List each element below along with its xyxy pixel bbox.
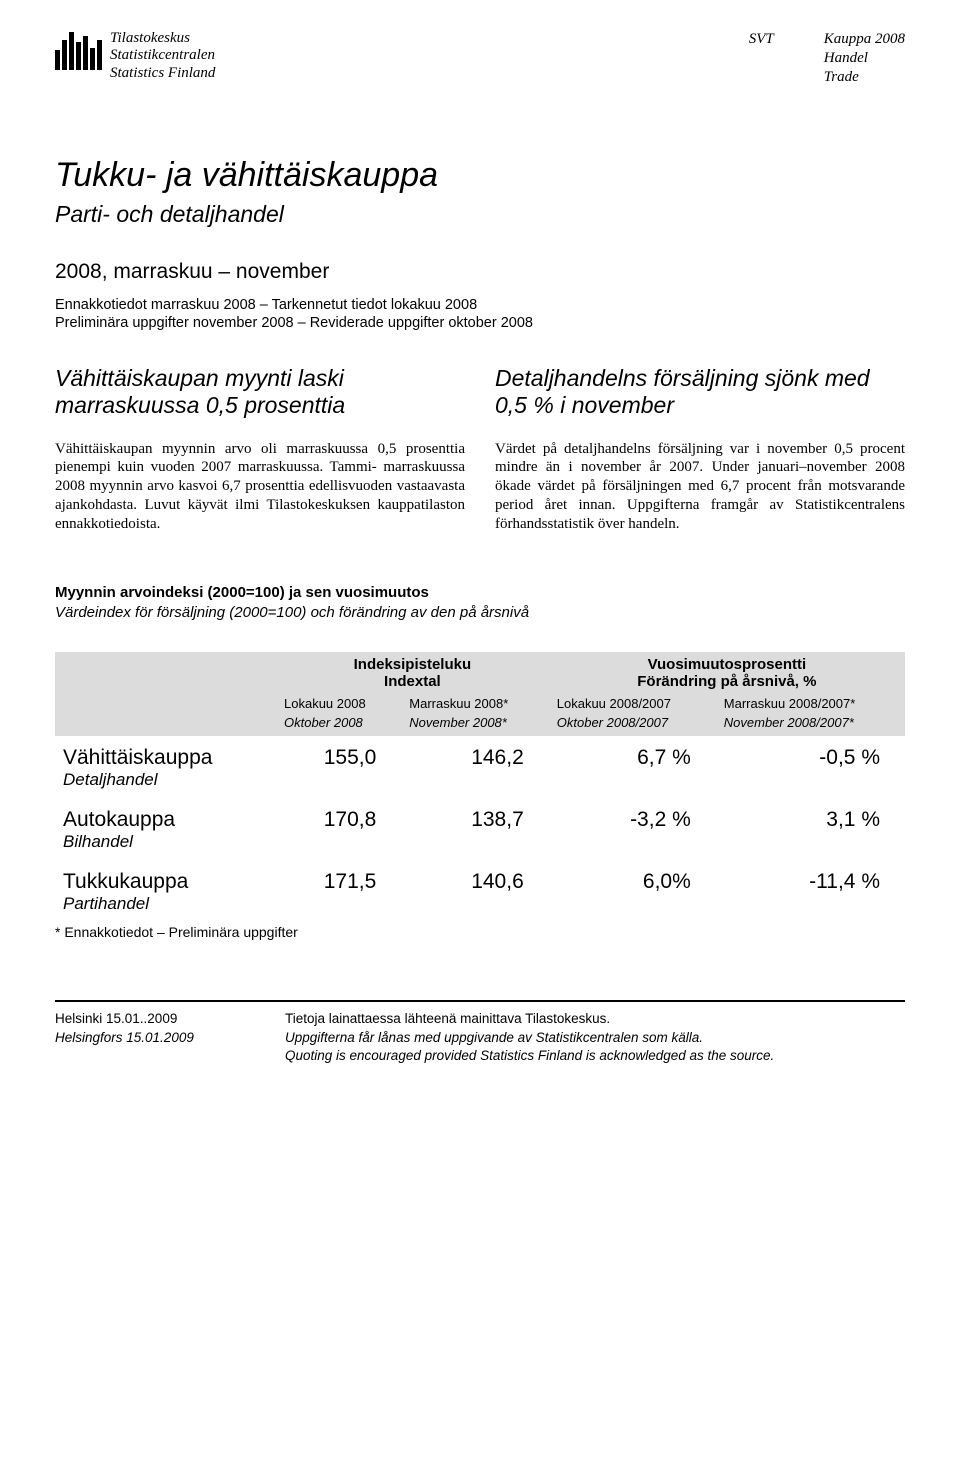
cell: 146,2 — [401, 736, 548, 770]
subhead-cell: Marraskuu 2008* — [401, 694, 548, 713]
row-name: Autokauppa — [55, 798, 276, 832]
column-right: Detaljhandelns försäljning sjönk med 0,5… — [495, 365, 905, 534]
footer-attrib-sv: Uppgifterna får lånas med uppgivande av … — [285, 1029, 774, 1047]
footer-date: Helsinki 15.01..2009 — [55, 1010, 225, 1028]
table-row-sub: Detaljhandel — [55, 770, 905, 798]
row-name-sv: Detaljhandel — [55, 770, 276, 798]
svt-label: SVT — [749, 30, 774, 86]
header-right: SVT Kauppa 2008 Handel Trade — [749, 30, 905, 86]
cell: 171,5 — [276, 860, 401, 894]
table-row: Vähittäiskauppa 155,0 146,2 6,7 % -0,5 % — [55, 736, 905, 770]
subhead-cell: Marraskuu 2008/2007* — [716, 694, 905, 713]
header-group-sub: Förändring på årsnivå, % — [637, 673, 816, 690]
footer-right: Tietoja lainattaessa lähteenä mainittava… — [285, 1010, 774, 1065]
header-line: Trade — [824, 68, 905, 87]
logo-line: Tilastokeskus — [110, 30, 215, 47]
left-heading: Vähittäiskaupan myynti laski marraskuuss… — [55, 365, 465, 420]
table-row-sub: Partihandel — [55, 894, 905, 922]
table-row: Tukkukauppa 171,5 140,6 6,0% -11,4 % — [55, 860, 905, 894]
header-line: Kauppa 2008 — [824, 30, 905, 49]
column-left: Vähittäiskaupan myynti laski marraskuuss… — [55, 365, 465, 534]
row-name: Vähittäiskauppa — [55, 736, 276, 770]
cell: -3,2 % — [549, 798, 716, 832]
cell: 138,7 — [401, 798, 548, 832]
cell: -11,4 % — [716, 860, 905, 894]
period-line: 2008, marraskuu – november — [55, 260, 905, 284]
cell: 140,6 — [401, 860, 548, 894]
page-subtitle: Parti- och detaljhandel — [55, 201, 905, 228]
header-group: Vuosimuutosprosentti — [648, 656, 807, 673]
cell: -0,5 % — [716, 736, 905, 770]
header-category: Kauppa 2008 Handel Trade — [824, 30, 905, 86]
table-header-row: Indeksipisteluku Indextal Vuosimuutospro… — [55, 652, 905, 694]
table-title-ital: Värdeindex för försäljning (2000=100) oc… — [55, 604, 529, 621]
table-title-bold: Myynnin arvoindeksi (2000=100) ja sen vu… — [55, 584, 429, 601]
subhead-cell: Oktober 2008 — [276, 713, 401, 736]
row-name-sv: Bilhandel — [55, 832, 276, 860]
logo-line: Statistikcentralen — [110, 47, 215, 64]
preliminary-line: Preliminära uppgifter november 2008 – Re… — [55, 314, 905, 332]
header-group-sub: Indextal — [384, 673, 441, 690]
subhead-cell: Lokakuu 2008/2007 — [549, 694, 716, 713]
logo-icon — [55, 30, 102, 70]
page-title: Tukku- ja vähittäiskauppa — [55, 156, 905, 195]
header-group: Indeksipisteluku — [354, 656, 472, 673]
cell: 170,8 — [276, 798, 401, 832]
preliminary-line: Ennakkotiedot marraskuu 2008 – Tarkennet… — [55, 296, 905, 314]
table-row-sub: Bilhandel — [55, 832, 905, 860]
subhead-cell: November 2008* — [401, 713, 548, 736]
logo-block: Tilastokeskus Statistikcentralen Statist… — [55, 30, 215, 86]
page-footer: Helsinki 15.01..2009 Helsingfors 15.01.2… — [55, 1000, 905, 1065]
subhead-cell: Lokakuu 2008 — [276, 694, 401, 713]
footer-attrib: Tietoja lainattaessa lähteenä mainittava… — [285, 1010, 774, 1028]
table-subheader-fi: Lokakuu 2008 Marraskuu 2008* Lokakuu 200… — [55, 694, 905, 713]
row-name: Tukkukauppa — [55, 860, 276, 894]
cell: 6,7 % — [549, 736, 716, 770]
cell: 3,1 % — [716, 798, 905, 832]
body-columns: Vähittäiskaupan myynti laski marraskuuss… — [55, 365, 905, 534]
row-name-sv: Partihandel — [55, 894, 276, 922]
preliminary-block: Ennakkotiedot marraskuu 2008 – Tarkennet… — [55, 296, 905, 332]
table-footnote: * Ennakkotiedot – Preliminära uppgifter — [55, 924, 905, 940]
header-line: Handel — [824, 49, 905, 68]
cell: 6,0% — [549, 860, 716, 894]
footer-date-sv: Helsingfors 15.01.2009 — [55, 1029, 225, 1047]
footer-attrib-en: Quoting is encouraged provided Statistic… — [285, 1047, 774, 1065]
table-title: Myynnin arvoindeksi (2000=100) ja sen vu… — [55, 583, 905, 622]
subhead-cell: November 2008/2007* — [716, 713, 905, 736]
index-table: Indeksipisteluku Indextal Vuosimuutospro… — [55, 652, 905, 922]
logo-line: Statistics Finland — [110, 65, 215, 82]
table-row: Autokauppa 170,8 138,7 -3,2 % 3,1 % — [55, 798, 905, 832]
cell: 155,0 — [276, 736, 401, 770]
footer-left: Helsinki 15.01..2009 Helsingfors 15.01.2… — [55, 1010, 225, 1065]
subhead-cell: Oktober 2008/2007 — [549, 713, 716, 736]
table-subheader-sv: Oktober 2008 November 2008* Oktober 2008… — [55, 713, 905, 736]
right-body: Värdet på detaljhandelns försäljning var… — [495, 440, 905, 534]
right-heading: Detaljhandelns försäljning sjönk med 0,5… — [495, 365, 905, 420]
logo-text: Tilastokeskus Statistikcentralen Statist… — [110, 30, 215, 82]
left-body: Vähittäiskaupan myynnin arvo oli marrask… — [55, 440, 465, 534]
page-header: Tilastokeskus Statistikcentralen Statist… — [55, 30, 905, 86]
